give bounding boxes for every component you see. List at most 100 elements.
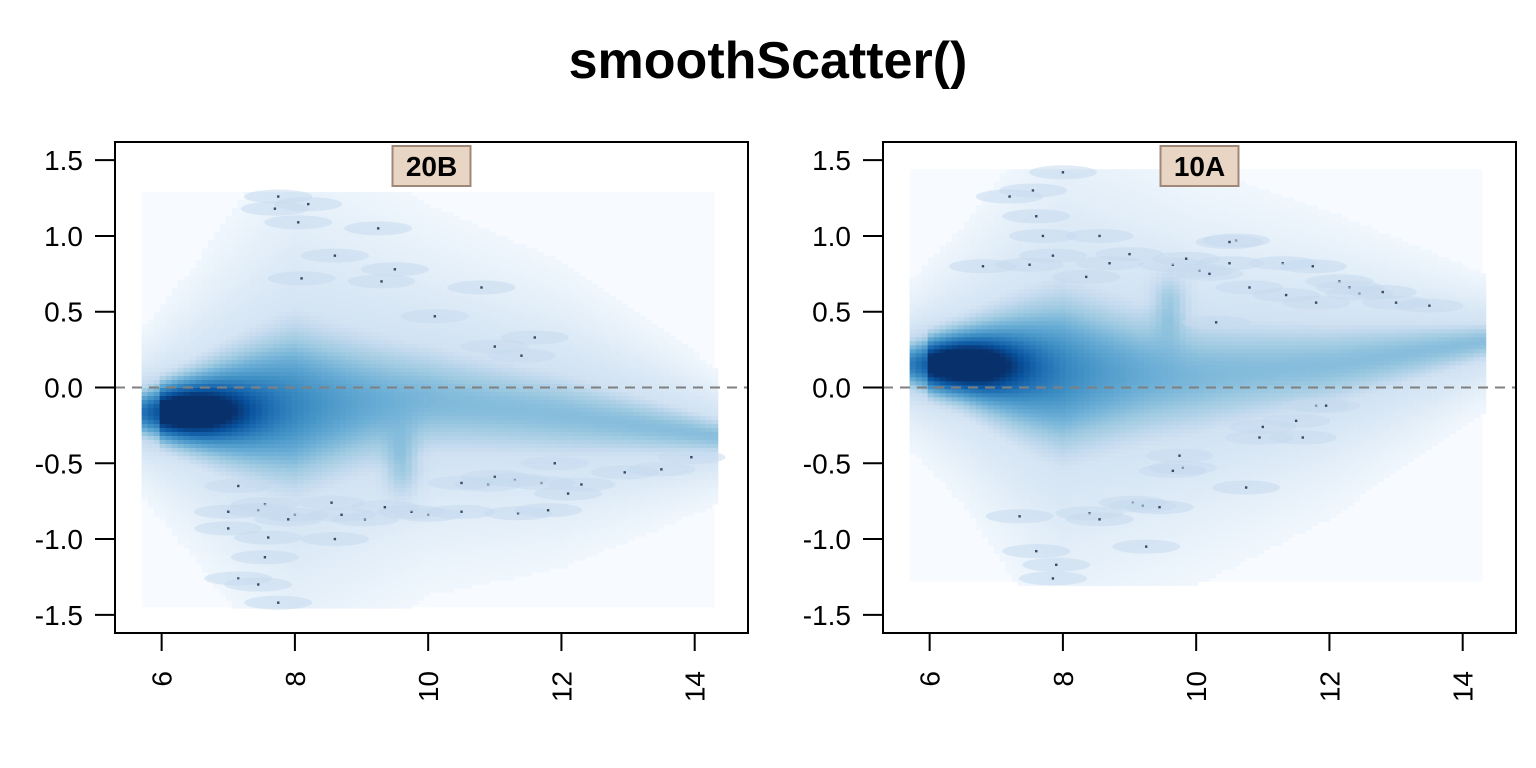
outlier-point	[1028, 263, 1031, 266]
y-tick-label: -1.5	[803, 600, 851, 631]
outlier-point	[433, 315, 437, 318]
outlier-point	[1035, 549, 1038, 553]
y-tick-label: -0.5	[803, 448, 851, 479]
y-tick-label: 0.5	[812, 297, 851, 328]
outlier-point	[580, 483, 583, 486]
density-10a	[909, 165, 1487, 586]
y-tick-label: -1.5	[35, 600, 83, 631]
outlier-point	[1284, 293, 1288, 297]
outlier-point	[1158, 506, 1161, 509]
outlier-point	[1055, 563, 1058, 567]
strip-box	[391, 145, 472, 187]
outlier-point	[533, 336, 536, 339]
outlier-point	[1394, 301, 1398, 304]
outlier-point	[546, 509, 550, 512]
outlier-point	[227, 510, 230, 513]
outlier-point	[333, 537, 337, 541]
y-tick-label: 1.0	[812, 221, 851, 252]
outlier-point	[1178, 454, 1181, 457]
outlier-point	[1184, 257, 1188, 260]
outlier-point	[1098, 234, 1101, 238]
outlier-point	[1098, 518, 1101, 521]
outlier-point	[1144, 545, 1148, 548]
outlier-point	[1228, 240, 1231, 244]
outlier-point	[307, 202, 310, 206]
strip-box	[1159, 145, 1240, 187]
x-tick-label: 10	[1181, 671, 1212, 702]
outlier-point	[1128, 252, 1131, 256]
outlier-point	[1008, 195, 1011, 198]
outlier-point	[277, 601, 280, 604]
outlier-point	[1244, 486, 1248, 489]
outlier-point	[1314, 301, 1318, 304]
outlier-point	[1061, 171, 1065, 174]
y-tick-label: 0.5	[44, 297, 83, 328]
outlier-point	[1108, 262, 1111, 265]
x-tick-label: 14	[680, 671, 711, 702]
outlier-point	[1171, 469, 1175, 473]
y-tick-label: 1.5	[44, 145, 83, 176]
y-tick-label: 1.5	[812, 145, 851, 176]
outlier-point	[690, 456, 693, 459]
y-tick-label: 0.0	[812, 373, 851, 404]
outlier-point	[393, 268, 397, 271]
x-tick-label: 14	[1448, 671, 1479, 702]
x-tick-label: 8	[280, 671, 311, 687]
outlier-point	[263, 556, 267, 559]
outlier-point	[330, 501, 333, 504]
outlier-point	[277, 195, 280, 198]
y-tick-label: 0.0	[44, 373, 83, 404]
outlier-point	[297, 221, 300, 224]
outlier-point	[376, 227, 380, 230]
outlier-point	[623, 471, 626, 474]
y-tick-label: -1.0	[35, 524, 83, 555]
outlier-point	[1258, 436, 1261, 439]
panels: 20B 1.5 1.0 0.5 0.0 -0.5 -1.0 -1.5 6 8 10 12 14 10A 1.…	[35, 141, 1517, 702]
outlier-point	[333, 254, 337, 257]
outlier-point	[383, 506, 387, 509]
outlier-point	[460, 481, 463, 485]
outlier-point	[1214, 321, 1218, 324]
outlier-point	[1035, 215, 1038, 218]
outlier-point	[1428, 304, 1431, 307]
panel-20b: 20B 1.5 1.0 0.5 0.0 -0.5 -1.0 -1.5 6 8 10 12 14	[35, 141, 749, 702]
outlier-point	[520, 354, 523, 357]
x-tick-label: 8	[1048, 671, 1079, 687]
y-tick-label: -0.5	[35, 448, 83, 479]
outlier-point	[300, 277, 303, 280]
outlier-point	[287, 518, 290, 521]
outlier-point	[273, 207, 277, 210]
outlier-point	[1324, 404, 1328, 407]
outlier-point	[1301, 436, 1304, 439]
outlier-point	[1051, 254, 1055, 257]
outlier-point	[1208, 272, 1211, 276]
outlier-point	[1051, 577, 1055, 580]
x-tick-label: 12	[1314, 671, 1345, 702]
outlier-point	[1294, 419, 1298, 423]
outlier-point	[380, 280, 383, 283]
outlier-point	[1381, 290, 1384, 294]
outlier-point	[1018, 515, 1021, 518]
outlier-point	[1031, 189, 1035, 192]
strip-label: 20B	[406, 151, 457, 182]
outlier-point	[660, 468, 663, 471]
panel-10a: 10A 1.5 1.0 0.5 0.0 -0.5 -1.0 -1.5 6 8 10 12 14	[803, 141, 1517, 702]
strip-label: 10A	[1174, 151, 1225, 182]
outlier-point	[1248, 286, 1251, 289]
y-tick-label: 1.0	[44, 221, 83, 252]
outlier-point	[493, 345, 496, 348]
outlier-point	[1041, 234, 1045, 238]
outlier-point	[1311, 265, 1314, 268]
outlier-point	[1261, 425, 1264, 429]
x-tick-label: 12	[546, 671, 577, 702]
outlier-point	[981, 265, 985, 268]
outlier-point	[566, 492, 570, 495]
outlier-point	[553, 462, 556, 465]
x-tick-label: 10	[413, 671, 444, 702]
outlier-point	[227, 527, 230, 530]
outlier-point	[340, 513, 343, 516]
outlier-point	[267, 536, 270, 539]
x-tick-label: 6	[147, 671, 178, 687]
x-tick-label: 6	[915, 671, 946, 687]
